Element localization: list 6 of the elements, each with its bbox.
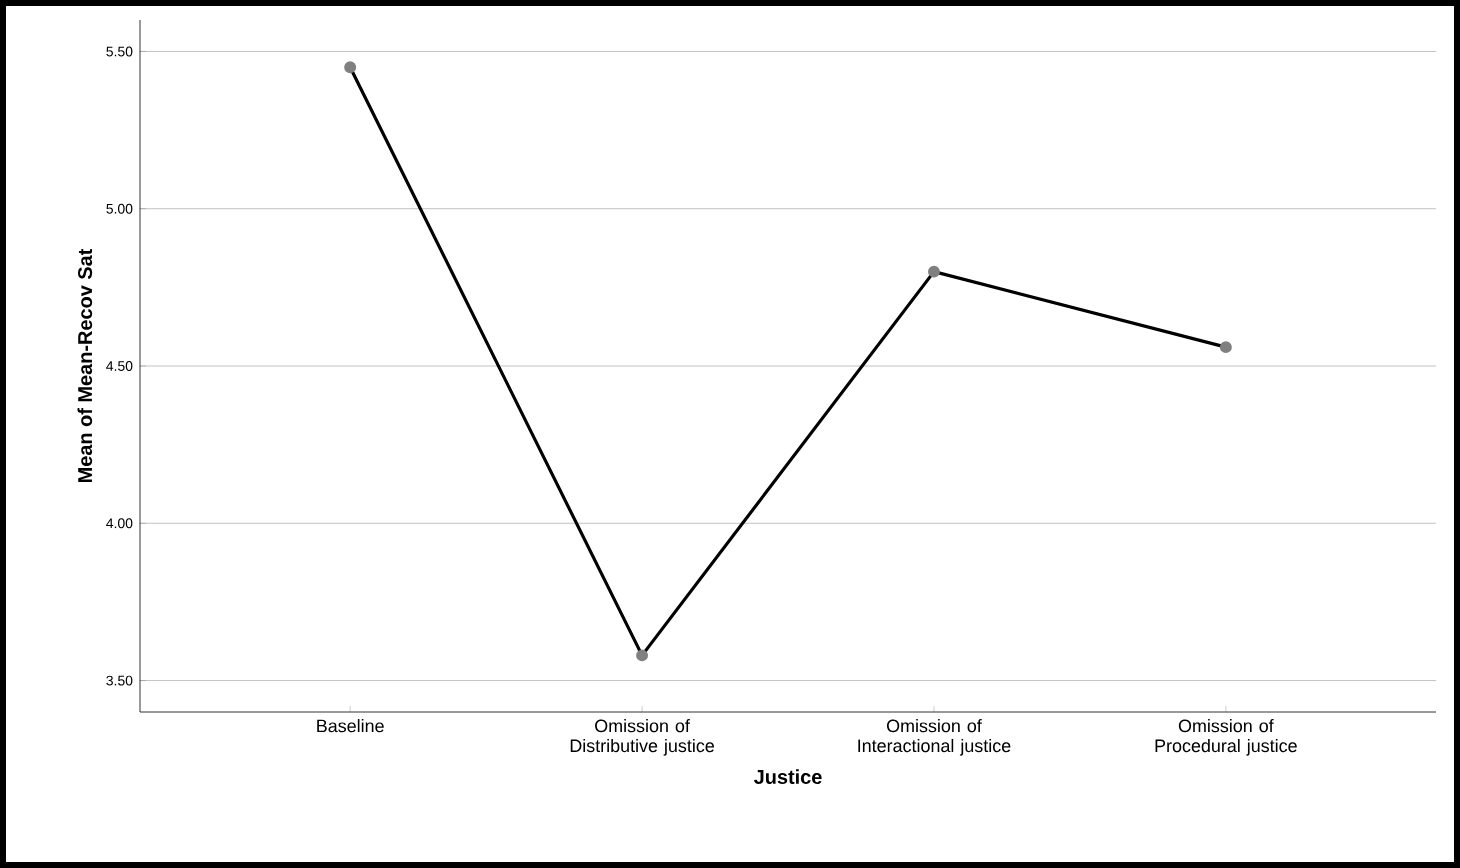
x-tick-label: Omission of Procedural justice (1155, 719, 1297, 756)
x-tick-label: Baseline (317, 719, 384, 733)
x-tick-label: Omission of Distributive justice (570, 719, 714, 756)
y-axis-title: Mean of Mean-Recov Sat (77, 248, 93, 483)
x-tick-label: Omission of Interactional justice (858, 719, 1011, 756)
x-axis-title: Justice (753, 769, 822, 784)
